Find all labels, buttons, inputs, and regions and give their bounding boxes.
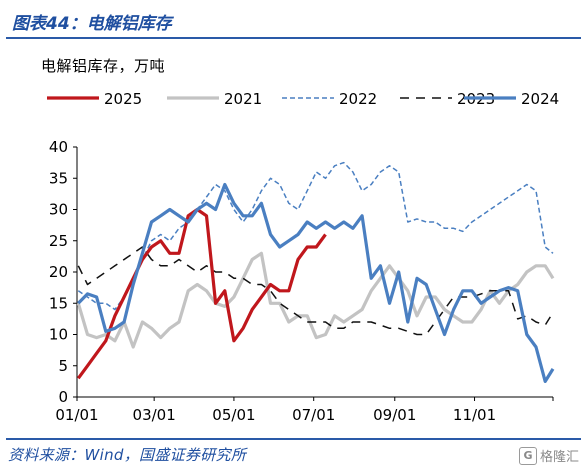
legend-label-2022: 2022 (339, 90, 377, 108)
y-tick-label: 5 (58, 357, 68, 375)
x-tick-label: 03/01 (133, 406, 176, 424)
plot-area (76, 161, 555, 383)
x-tick-label: 05/01 (212, 406, 255, 424)
legend-label-2021: 2021 (224, 90, 262, 108)
figure-title: 图表44：电解铝库存 (12, 14, 172, 34)
y-tick-label: 35 (49, 169, 68, 187)
x-tick-label: 01/01 (55, 406, 98, 424)
x-tick-label: 09/01 (373, 406, 416, 424)
x-tick-label: 11/01 (453, 406, 496, 424)
y-tick-label: 25 (49, 232, 68, 250)
watermark-logo-icon: G (518, 446, 537, 465)
y-tick-label: 15 (49, 294, 68, 312)
title-rule (6, 37, 581, 39)
x-tick-label: 07/01 (292, 406, 335, 424)
y-tick-label: 40 (49, 138, 68, 156)
chart-axes: 0 5 10 15 20 25 30 35 40 01/01 03/01 05/01 07/01 09/0… (49, 138, 554, 424)
source-note: 资料来源：Wind，国盛证券研究所 (8, 446, 247, 464)
footer-rule (6, 438, 581, 440)
series-line-2023 (77, 246, 554, 336)
legend-label-2024: 2024 (521, 90, 559, 108)
y-tick-label: 20 (49, 263, 68, 281)
y-tick-label: 10 (49, 326, 68, 344)
watermark-text: 格隆汇 (539, 450, 579, 465)
series-line-2021 (76, 251, 555, 349)
series-line-2025 (77, 207, 327, 380)
chart-legend: 20252021202220232024 (47, 90, 559, 108)
chart-subtitle: 电解铝库存，万吨 (41, 57, 166, 75)
y-tick-label: 0 (58, 388, 68, 406)
y-tick-label: 30 (49, 201, 68, 219)
watermark: G 格隆汇 (518, 446, 579, 465)
series-line-2022 (77, 161, 554, 311)
series-line-2024 (77, 182, 555, 383)
legend-label-2025: 2025 (104, 90, 142, 108)
